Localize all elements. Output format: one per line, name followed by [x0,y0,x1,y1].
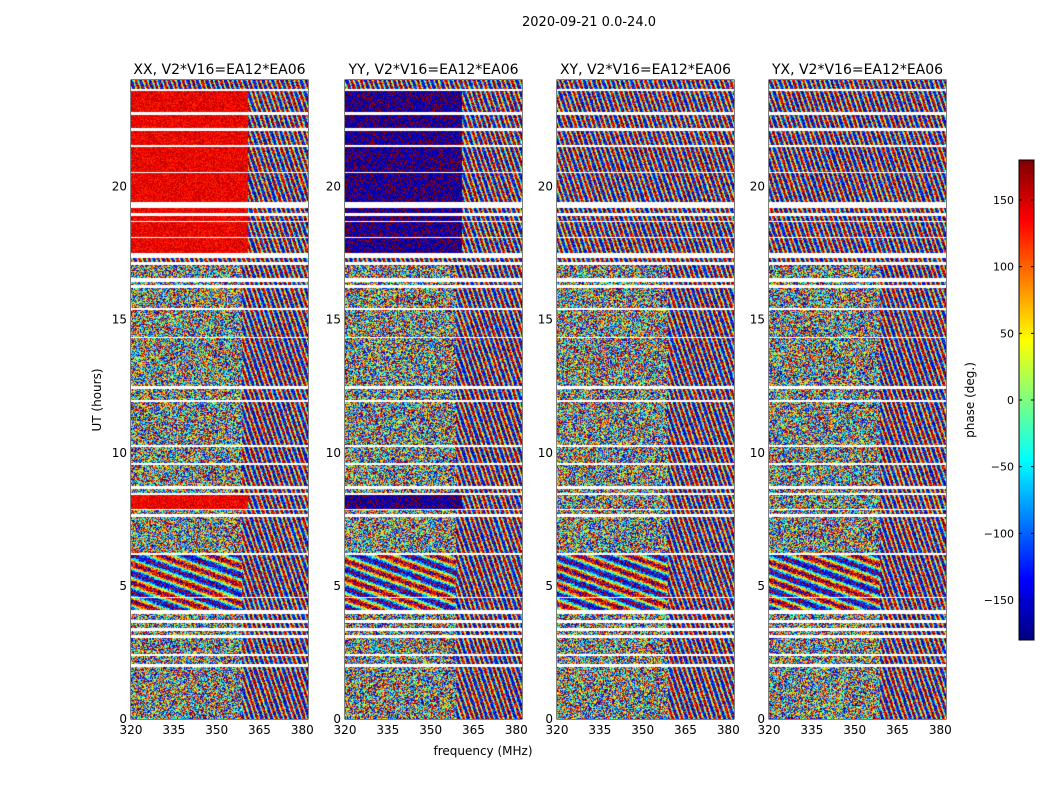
y-tick-label: 15 [326,313,341,327]
y-tick-label: 0 [333,712,341,726]
y-tick-label: 20 [112,180,127,194]
heatmap-yx [769,80,946,719]
x-tick-label: 335 [588,723,611,737]
y-tick-label: 20 [750,180,765,194]
x-tick-label: 365 [462,723,485,737]
x-tick-label: 320 [758,723,781,737]
heatmap-xy [557,80,734,719]
x-tick-label: 350 [419,723,442,737]
y-tick-label: 10 [538,446,553,460]
x-tick-label: 320 [120,723,143,737]
x-tick-label: 335 [162,723,185,737]
x-tick-label: 350 [205,723,228,737]
x-tick-label: 365 [248,723,271,737]
x-tick-label: 380 [929,723,952,737]
y-tick-label: 10 [326,446,341,460]
colorbar-label: phase (deg.) [963,362,977,438]
x-tick-label: 350 [631,723,654,737]
figure-title: 2020-09-21 0.0-24.0 [522,15,656,30]
panel-title: XY, V2*V16=EA12*EA06 [560,62,731,78]
y-tick-label: 5 [545,579,553,593]
panel-title: YX, V2*V16=EA12*EA06 [771,62,943,78]
heatmap-xx [131,80,308,719]
y-tick-label: 15 [112,313,127,327]
x-tick-label: 365 [886,723,909,737]
heatmap-yy [345,80,522,719]
y-tick-label: 0 [545,712,553,726]
x-tick-label: 320 [334,723,357,737]
x-tick-label: 335 [800,723,823,737]
x-tick-label: 380 [505,723,528,737]
y-tick-label: 20 [326,180,341,194]
y-tick-label: 10 [112,446,127,460]
y-axis-label: UT (hours) [90,368,104,431]
x-tick-label: 380 [717,723,740,737]
x-tick-label: 335 [376,723,399,737]
x-tick-label: 320 [546,723,569,737]
panel-title: YY, V2*V16=EA12*EA06 [347,62,518,78]
x-tick-label: 380 [291,723,314,737]
y-tick-label: 10 [750,446,765,460]
x-tick-label: 365 [674,723,697,737]
y-tick-label: 5 [119,579,127,593]
panel-xx: XX, V2*V16=EA12*EA06 320 335 350 365 380 0 5 10 1… [112,62,314,737]
y-tick-label: 0 [119,712,127,726]
y-tick-label: 15 [538,313,553,327]
panel-xy: XY, V2*V16=EA12*EA06 320 335 350 365 380 0 5 10 1… [538,62,740,737]
y-tick-label: 15 [750,313,765,327]
y-tick-label: 0 [757,712,765,726]
x-tick-label: 350 [843,723,866,737]
y-tick-label: 20 [538,180,553,194]
colorbar-gradient [1019,160,1034,640]
colorbar: phase (deg.) [963,362,977,438]
panel-title: XX, V2*V16=EA12*EA06 [133,62,305,78]
y-tick-label: 5 [333,579,341,593]
x-axis-label: frequency (MHz) [433,744,532,758]
y-tick-label: 5 [757,579,765,593]
